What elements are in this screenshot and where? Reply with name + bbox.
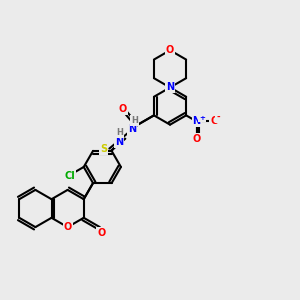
Text: O: O: [64, 222, 72, 232]
Text: O: O: [166, 45, 174, 55]
Text: S: S: [100, 144, 107, 154]
Text: Cl: Cl: [64, 171, 75, 181]
Text: -: -: [216, 113, 220, 122]
Text: N: N: [128, 124, 136, 134]
Text: H: H: [131, 116, 138, 125]
Text: H: H: [116, 128, 123, 137]
Text: N: N: [115, 137, 123, 147]
Text: O: O: [97, 227, 106, 238]
Text: O: O: [119, 104, 127, 114]
Text: O: O: [193, 134, 201, 144]
Text: N: N: [193, 116, 201, 126]
Text: N: N: [166, 82, 174, 92]
Text: +: +: [199, 115, 205, 121]
Text: O: O: [210, 116, 218, 126]
